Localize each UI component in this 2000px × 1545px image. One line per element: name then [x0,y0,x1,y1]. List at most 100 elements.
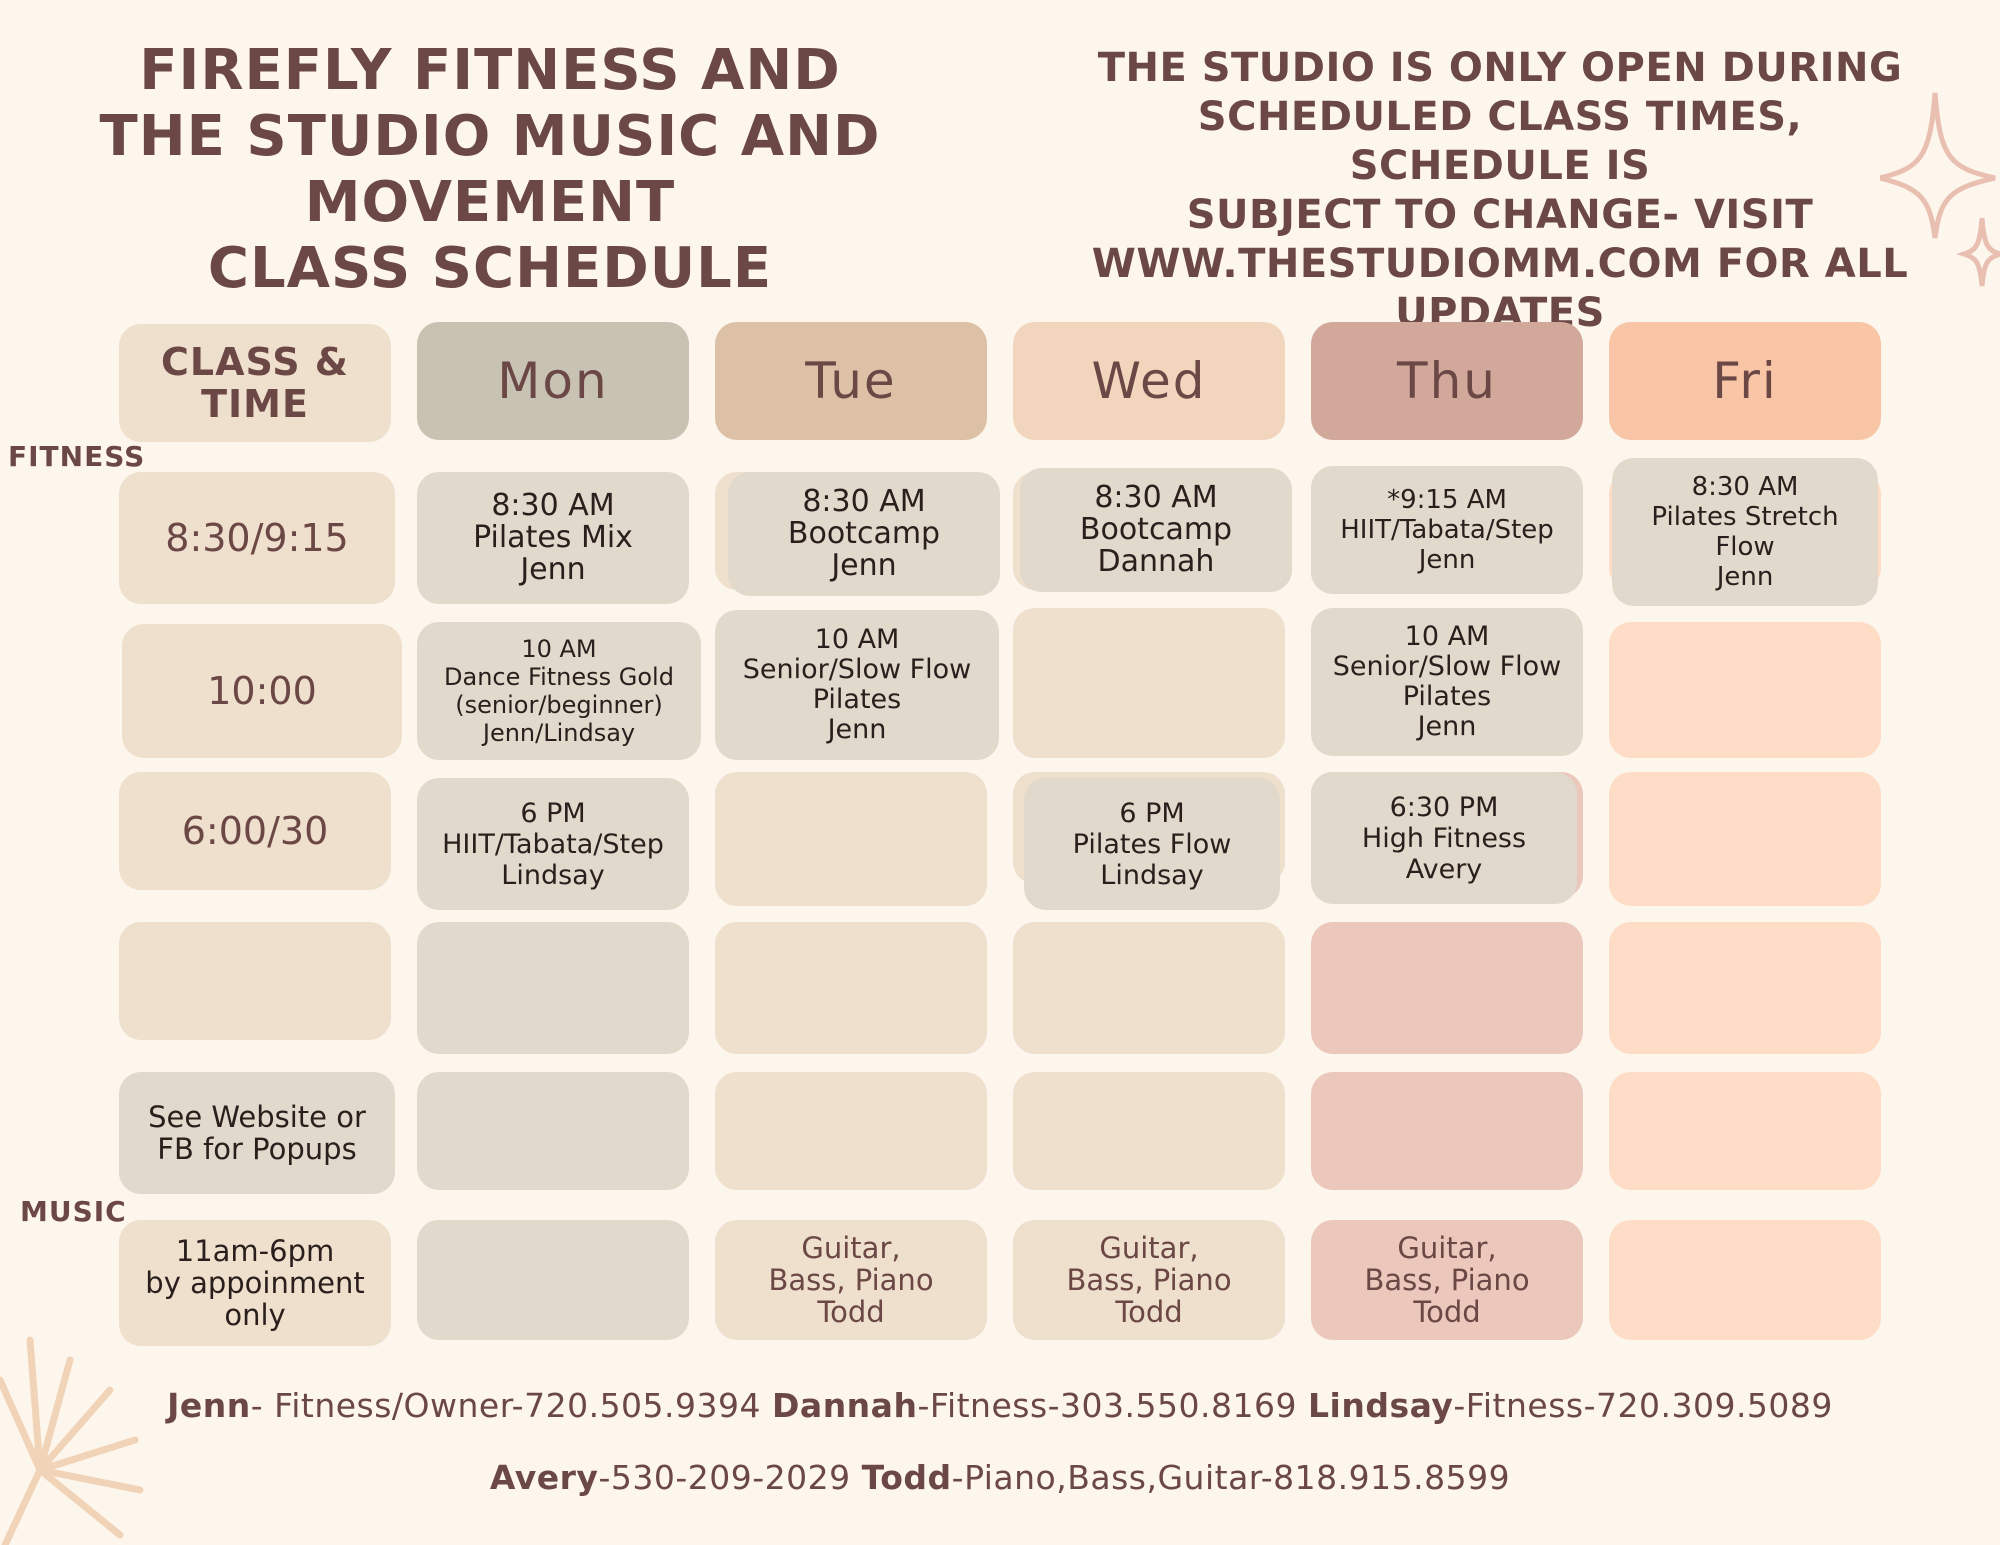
class-mon-10: 10 AM Dance Fitness Gold (senior/beginne… [417,622,701,760]
class-instructor: Avery [1405,853,1483,885]
contact-name: Todd [861,1458,952,1497]
music-hours-line: by appoinment [145,1266,365,1300]
empty-cell [1013,1072,1285,1190]
contact-info: -Piano,Bass,Guitar-818.915.8599 [951,1458,1511,1497]
class-time: 8:30 AM [802,484,926,519]
day-header-wed: Wed [1013,322,1285,440]
class-name: HIIT/Tabata/Step [1340,515,1554,545]
class-time: 8:30 AM [491,488,615,523]
class-instructor: Jenn [831,548,897,583]
empty-cell [715,1072,987,1190]
class-fri-830: 8:30 AM Pilates Stretch Flow Jenn [1612,458,1878,606]
empty-cell [1609,772,1881,906]
section-music: MUSIC [20,1195,127,1228]
class-thu-630: 6:30 PM High Fitness Avery [1311,772,1577,904]
empty-cell [1609,1220,1881,1340]
class-instructor: Dannah [1097,544,1215,579]
notice-line: www.thestudiomm.com for all updates [1091,241,1909,336]
class-time: 8:30 AM [1094,480,1218,515]
class-name: Pilates Stretch [1651,502,1839,532]
lesson-line: Guitar, [801,1231,901,1265]
class-name: Bootcamp [1079,512,1233,547]
lesson-instructor: Todd [817,1295,885,1329]
class-instructor: Jenn [1418,545,1476,575]
class-tue-830: 8:30 AM Bootcamp Jenn [728,472,1000,596]
class-instructor: Lindsay [501,859,605,891]
day-header-thu: Thu [1311,322,1583,440]
day-header-fri: Fri [1609,322,1881,440]
class-time: 6:30 PM [1389,791,1499,823]
notice-line: The studio is only open during [1097,45,1903,91]
class-instructor: Jenn/Lindsay [482,719,636,747]
popups-note: See Website or FB for Popups [119,1072,395,1194]
class-name: Flow [1715,532,1775,562]
class-time: 6 PM [1119,797,1185,829]
contact-info: -Fitness-720.309.5089 [1453,1386,1833,1425]
class-level: (senior/beginner) [455,691,663,719]
empty-cell [417,1072,689,1190]
lesson-instructor: Todd [1413,1295,1481,1329]
class-name: Pilates Mix [473,520,633,555]
empty-cell [1609,922,1881,1054]
empty-cell [1609,622,1881,758]
music-hours-line: 11am-6pm [175,1234,335,1268]
header-class-time: CLASS & TIME [119,324,391,442]
class-name: Pilates [1402,681,1492,712]
class-name: Senior/Slow Flow [742,654,972,685]
section-fitness: FITNESS [8,440,146,473]
time-cell: 8:30/9:15 [119,472,395,604]
class-instructor: Jenn [827,714,887,745]
contact-name: Avery [489,1458,599,1497]
contact-name: Jenn [167,1386,251,1425]
music-lesson-tue: Guitar, Bass, Piano Todd [715,1220,987,1340]
empty-cell [417,922,689,1054]
class-thu-10: 10 AM Senior/Slow Flow Pilates Jenn [1311,608,1583,756]
lesson-line: Bass, Piano [1364,1263,1530,1297]
empty-cell [715,922,987,1054]
music-hours: 11am-6pm by appoinment only [119,1220,391,1346]
class-tue-10: 10 AM Senior/Slow Flow Pilates Jenn [715,610,999,760]
popups-line: See Website or [148,1100,366,1134]
day-header-tue: Tue [715,322,987,440]
empty-cell [1609,1072,1881,1190]
class-name: Bootcamp [787,516,941,551]
class-name: Pilates Flow [1072,828,1232,860]
class-instructor: Jenn [1417,711,1477,742]
title-line: The Studio Music and Movement [99,104,881,235]
class-time: *9:15 AM [1387,485,1507,515]
header-label: CLASS & [161,340,349,384]
empty-cell [1013,922,1285,1054]
class-time: 8:30 AM [1691,472,1799,502]
class-instructor: Jenn [1716,562,1774,592]
title-line: Firefly Fitness and [139,38,841,103]
class-wed-6: 6 PM Pilates Flow Lindsay [1024,778,1280,910]
sunburst-icon [0,1336,144,1545]
title-line: Class Schedule [207,236,773,301]
class-mon-830: 8:30 AM Pilates Mix Jenn [417,472,689,604]
contact-name: Dannah [772,1386,918,1425]
lesson-line: Guitar, [1397,1231,1497,1265]
contacts-line-2: Avery-530-209-2029 Todd-Piano,Bass,Guita… [0,1458,2000,1497]
contact-info: -Fitness-303.550.8169 [917,1386,1297,1425]
empty-cell [1311,1072,1583,1190]
music-hours-line: only [224,1298,286,1332]
lesson-instructor: Todd [1115,1295,1183,1329]
music-lesson-thu: Guitar, Bass, Piano Todd [1311,1220,1583,1340]
class-name: Pilates [812,684,902,715]
empty-cell [119,922,391,1040]
time-cell: 10:00 [122,624,402,758]
day-header-mon: Mon [417,322,689,440]
class-mon-6: 6 PM HIIT/Tabata/Step Lindsay [417,778,689,910]
class-instructor: Jenn [520,552,586,587]
class-time: 10 AM [521,635,597,663]
schedule-notice: The studio is only open during scheduled… [1080,44,1920,338]
page-title: Firefly Fitness and The Studio Music and… [40,38,940,302]
contact-info: - Fitness/Owner-720.505.9394 [250,1386,762,1425]
lesson-line: Guitar, [1099,1231,1199,1265]
notice-line: scheduled class times, schedule is [1197,94,1803,189]
contacts-line-1: Jenn- Fitness/Owner-720.505.9394 Dannah-… [0,1386,2000,1425]
class-instructor: Lindsay [1100,859,1204,891]
contact-info: -530-209-2029 [598,1458,851,1497]
popups-line: FB for Popups [157,1132,357,1166]
lesson-line: Bass, Piano [1066,1263,1232,1297]
